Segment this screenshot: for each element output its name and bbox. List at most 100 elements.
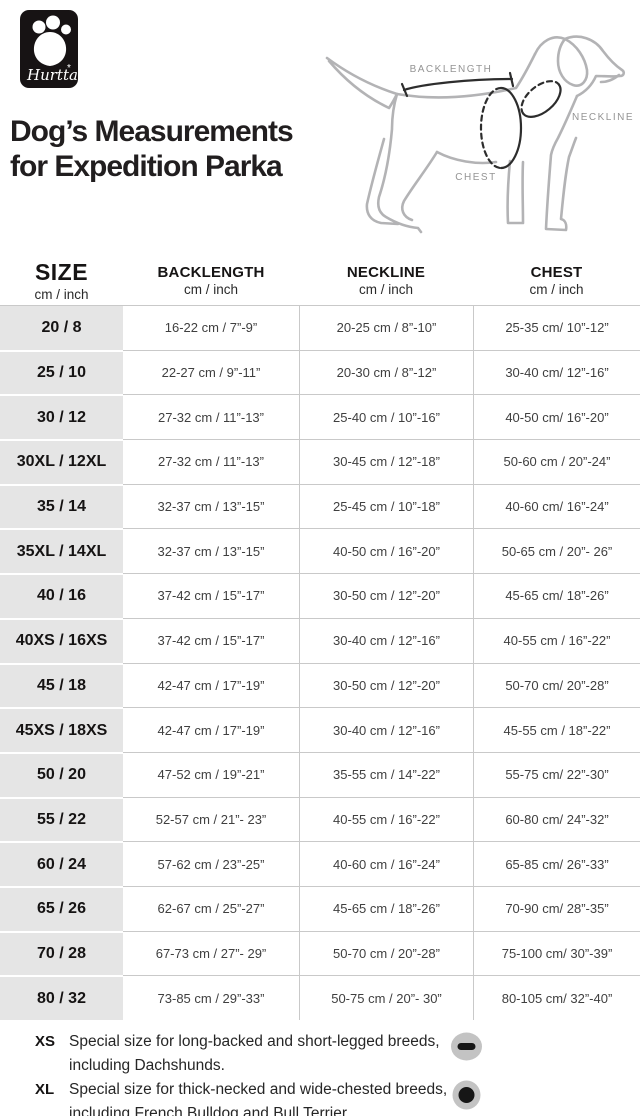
header-chest-unit: cm / inch xyxy=(529,281,584,297)
header-size-unit: cm / inch xyxy=(34,286,89,302)
header-backlength-unit: cm / inch xyxy=(183,281,238,297)
backlength-cell: 42-47 cm / 17”-19” xyxy=(123,662,299,708)
backlength-cell: 27-32 cm / 11”-13” xyxy=(123,394,299,440)
logo-mark: * xyxy=(67,63,71,74)
neckline-label: NECKLINE xyxy=(572,112,634,123)
neckline-cell: 30-50 cm / 12”-20” xyxy=(299,573,473,618)
header-backlength: BACKLENGTH cm / inch xyxy=(123,255,299,305)
chest-cell: 40-50 cm/ 16”-20” xyxy=(473,394,640,440)
footnote-xs-text: Special size for long-backed and short-l… xyxy=(69,1030,440,1078)
footnote-xl-code: XL xyxy=(35,1081,55,1098)
chest-cell: 65-85 cm/ 26”-33” xyxy=(473,841,640,886)
backlength-cell: 32-37 cm / 13”-15” xyxy=(123,528,299,574)
page-title-line2: for Expedition Parka xyxy=(10,150,283,183)
size-cell: 60 / 24 xyxy=(0,841,123,886)
wide-body-icon xyxy=(450,1080,483,1110)
neckline-cell: 50-70 cm / 20”-28” xyxy=(299,930,473,976)
backlength-cell: 27-32 cm / 11”-13” xyxy=(123,439,299,484)
footnote-xl-line1: Special size for thick-necked and wide-c… xyxy=(69,1081,448,1098)
neckline-cell: 40-50 cm / 16”-20” xyxy=(299,528,473,574)
neckline-cell: 35-55 cm / 14”-22” xyxy=(299,751,473,797)
backlength-cell: 22-27 cm / 9”-11” xyxy=(123,349,299,395)
neckline-cell: 30-50 cm / 12”-20” xyxy=(299,662,473,708)
chest-cell: 80-105 cm/ 32”-40” xyxy=(473,975,640,1020)
size-cell: 25 / 10 xyxy=(0,349,123,395)
size-cell: 30XL / 12XL xyxy=(0,439,123,484)
chest-label: CHEST xyxy=(455,172,496,183)
chest-cell: 75-100 cm/ 30”-39” xyxy=(473,930,640,976)
footnote-xs: XS Special size for long-backed and shor… xyxy=(35,1030,440,1078)
size-cell: 35 / 14 xyxy=(0,483,123,529)
size-cell: 45XS / 18XS xyxy=(0,707,123,752)
neckline-cell: 45-65 cm / 18”-26” xyxy=(299,885,473,931)
chest-cell: 45-55 cm / 18”-22” xyxy=(473,707,640,752)
chest-cell: 25-35 cm/ 10”-12” xyxy=(473,305,640,350)
header-neckline-label: NECKLINE xyxy=(346,263,426,281)
header-chest: CHEST cm / inch xyxy=(473,255,640,305)
backlength-cell: 42-47 cm / 17”-19” xyxy=(123,707,299,752)
dog-outline-icon: BACKLENGTH NECKLINE CHEST xyxy=(325,35,634,234)
backlength-cell: 73-85 cm / 29”-33” xyxy=(123,975,299,1020)
footnote-xs-line1: Special size for long-backed and short-l… xyxy=(69,1033,440,1050)
size-cell: 20 / 8 xyxy=(0,305,123,350)
size-cell: 70 / 28 xyxy=(0,930,123,976)
chest-cell: 40-60 cm/ 16”-24” xyxy=(473,483,640,529)
neckline-cell: 30-40 cm / 12”-16” xyxy=(299,707,473,752)
neckline-cell: 25-45 cm / 10”-18” xyxy=(299,483,473,529)
header-backlength-label: BACKLENGTH xyxy=(157,263,265,281)
header-neckline-unit: cm / inch xyxy=(358,281,413,297)
footnote-xl: XL Special size for thick-necked and wid… xyxy=(35,1078,447,1116)
chest-cell: 30-40 cm/ 12”-16” xyxy=(473,349,640,395)
long-body-icon xyxy=(450,1032,483,1062)
size-cell: 45 / 18 xyxy=(0,662,123,708)
footnote-xs-line2: including Dachshunds. xyxy=(69,1057,225,1074)
neckline-cell: 30-40 cm / 12”-16” xyxy=(299,617,473,663)
backlength-cell: 37-42 cm / 15”-17” xyxy=(123,617,299,663)
neckline-cell: 20-25 cm / 8”-10” xyxy=(299,305,473,350)
size-cell: 50 / 20 xyxy=(0,751,123,797)
logo-text: Hurtta xyxy=(26,66,78,84)
header-size-label: SIZE xyxy=(34,258,89,285)
backlength-cell: 62-67 cm / 25”-27” xyxy=(123,885,299,931)
size-cell: 35XL / 14XL xyxy=(0,528,123,574)
size-cell: 65 / 26 xyxy=(0,885,123,931)
chest-cell: 55-75 cm/ 22”-30” xyxy=(473,751,640,797)
chest-cell: 50-65 cm / 20”- 26” xyxy=(473,528,640,574)
header-chest-label: CHEST xyxy=(530,263,583,281)
measurement-lines xyxy=(400,71,562,170)
header-size: SIZE cm / inch xyxy=(0,255,123,305)
neckline-cell: 30-45 cm / 12”-18” xyxy=(299,439,473,484)
hurtta-logo: Hurtta * xyxy=(20,10,78,88)
chest-cell: 70-90 cm/ 28”-35” xyxy=(473,885,640,931)
size-cell: 55 / 22 xyxy=(0,796,123,842)
footnote-xs-code: XS xyxy=(35,1033,56,1050)
size-table: SIZE cm / inch BACKLENGTH cm / inch NECK… xyxy=(0,255,640,1020)
backlength-cell: 32-37 cm / 13”-15” xyxy=(123,483,299,529)
paw-logo-icon: Hurtta * xyxy=(20,10,78,88)
page-title: Dog’s Measurements for Expedition Parka xyxy=(10,114,294,184)
backlength-cell: 47-52 cm / 19”-21” xyxy=(123,751,299,797)
neckline-cell: 50-75 cm / 20”- 30” xyxy=(299,975,473,1020)
backlength-cell: 67-73 cm / 27”- 29” xyxy=(123,930,299,976)
chest-cell: 45-65 cm/ 18”-26” xyxy=(473,573,640,618)
size-cell: 40 / 16 xyxy=(0,573,123,618)
neckline-cell: 25-40 cm / 10”-16” xyxy=(299,394,473,440)
neckline-cell: 40-55 cm / 16”-22” xyxy=(299,796,473,842)
header-neckline: NECKLINE cm / inch xyxy=(299,255,473,305)
chest-cell: 50-70 cm/ 20”-28” xyxy=(473,662,640,708)
size-cell: 30 / 12 xyxy=(0,394,123,440)
dog-measurement-diagram: BACKLENGTH NECKLINE CHEST xyxy=(320,8,640,252)
backlength-cell: 57-62 cm / 23”-25” xyxy=(123,841,299,886)
size-cell: 40XS / 16XS xyxy=(0,617,123,663)
footnote-xl-text: Special size for thick-necked and wide-c… xyxy=(69,1078,447,1116)
page-title-line1: Dog’s Measurements xyxy=(10,115,294,148)
neckline-cell: 40-60 cm / 16”-24” xyxy=(299,841,473,886)
backlength-label: BACKLENGTH xyxy=(410,64,493,75)
backlength-cell: 37-42 cm / 15”-17” xyxy=(123,573,299,618)
backlength-cell: 52-57 cm / 21”- 23” xyxy=(123,796,299,842)
chest-cell: 50-60 cm / 20”-24” xyxy=(473,439,640,484)
footnote-xl-line2: including French Bulldog and Bull Terrie… xyxy=(69,1105,351,1116)
backlength-cell: 16-22 cm / 7”-9” xyxy=(123,305,299,350)
chest-cell: 60-80 cm/ 24”-32” xyxy=(473,796,640,842)
